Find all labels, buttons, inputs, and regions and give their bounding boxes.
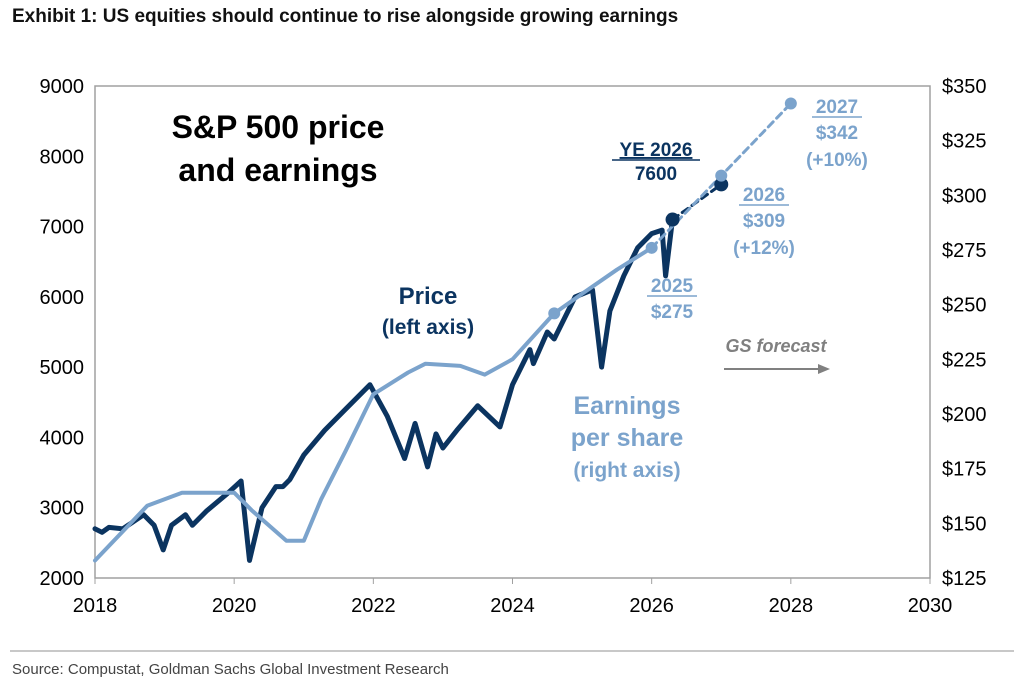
eps-marker (715, 169, 728, 182)
y-left-tick-label: 3000 (40, 498, 85, 520)
price-axis-note: (left axis) (382, 316, 474, 339)
forecast-arrow-head (818, 364, 830, 374)
eps-marker (645, 241, 658, 254)
eps2025-year: 2025 (651, 276, 694, 297)
y-left-tick-label: 7000 (40, 217, 85, 239)
y-right-tick-label: $350 (942, 76, 987, 98)
y-right-tick-label: $275 (942, 240, 987, 262)
price-label: Price (399, 283, 458, 310)
gs-forecast-label: GS forecast (725, 336, 827, 356)
x-tick-label: 2028 (769, 595, 814, 617)
y-right-tick-label: $200 (942, 404, 987, 426)
eps-label-1: Earnings (574, 392, 681, 420)
footer-divider (10, 650, 1014, 652)
price-line (92, 217, 675, 563)
eps-marker (548, 307, 561, 320)
y-left-tick-label: 5000 (40, 357, 85, 379)
chart-title-line-1: S&P 500 price (172, 109, 385, 145)
eps2027-value: $342 (816, 123, 858, 144)
x-tick-label: 2026 (629, 595, 674, 617)
y-right-tick-label: $225 (942, 349, 987, 371)
chart-title-line-2: and earnings (178, 152, 377, 188)
x-tick-label: 2018 (73, 595, 118, 617)
x-tick-label: 2024 (490, 595, 535, 617)
exhibit-title: Exhibit 1: US equities should continue t… (12, 6, 679, 27)
price-marker (714, 177, 729, 192)
y-right-tick-label: $125 (942, 568, 987, 590)
y-left-tick-label: 9000 (40, 76, 85, 98)
eps-axis-note: (right axis) (573, 459, 680, 482)
eps2027-growth: (+10%) (806, 150, 868, 171)
y-right-tick-label: $250 (942, 295, 987, 317)
y-right-tick-label: $175 (942, 459, 987, 481)
eps-marker (784, 97, 797, 110)
price-marker (665, 212, 680, 227)
y-left-tick-label: 4000 (40, 427, 85, 449)
eps2026-value: $309 (743, 211, 785, 232)
x-tick-label: 2022 (351, 595, 396, 617)
chart: 2018 2020 2022 2024 2026 2028 2030 2000 3000 4000… (40, 76, 987, 617)
earnings-per-share-line (93, 245, 654, 563)
source-note: Source: Compustat, Goldman Sachs Global … (12, 661, 449, 678)
eps2026-growth: (+12%) (733, 238, 795, 259)
x-tick-label: 2020 (212, 595, 257, 617)
y-left-tick-label: 8000 (40, 146, 85, 168)
eps2025-value: $275 (651, 302, 694, 323)
eps2026-year: 2026 (743, 185, 785, 206)
y-left-tick-label: 2000 (40, 568, 85, 590)
eps-label-2: per share (571, 424, 684, 452)
x-tick-label: 2030 (908, 595, 953, 617)
eps2027-year: 2027 (816, 97, 858, 118)
y-right-tick-label: $300 (942, 185, 987, 207)
y-right-tick-label: $150 (942, 513, 987, 535)
ye2026-value: 7600 (635, 164, 677, 185)
y-left-tick-label: 6000 (40, 287, 85, 309)
ye2026-label: YE 2026 (620, 140, 693, 161)
y-right-tick-label: $325 (942, 131, 987, 153)
